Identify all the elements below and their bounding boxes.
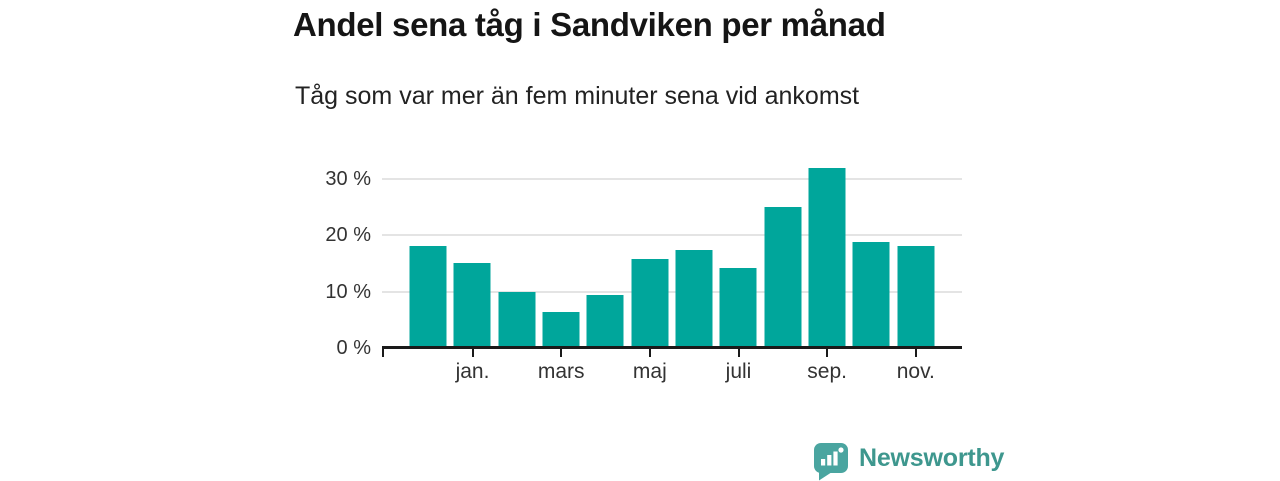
bar-aug. (764, 207, 802, 348)
bar-slot-juli (716, 156, 760, 348)
x-axis-label-jan.: jan. (455, 360, 490, 383)
bar-maj (631, 258, 669, 348)
x-tick-mars (560, 349, 563, 357)
bar-nov. (897, 246, 935, 348)
x-tick-jan. (471, 349, 474, 357)
bar-slot-maj (628, 156, 672, 348)
bar-slot-dec. (406, 156, 450, 348)
bar-slot-aug. (761, 156, 805, 348)
newsworthy-wordmark: Newsworthy (859, 443, 1005, 472)
x-tick-nov. (914, 349, 917, 357)
plot-area: 0 % 10 % 20 % 30 % jan. mars maj juli sep. nov. (325, 156, 962, 383)
gridline-20 (382, 234, 962, 237)
bar-juni (675, 250, 713, 348)
bar-slot-nov. (894, 156, 938, 348)
bar-slot-sep. (805, 156, 849, 348)
x-axis-label-juli: juli (725, 360, 752, 383)
bar-april (586, 294, 624, 348)
x-axis-outer-tick (382, 349, 384, 357)
bar-slot-mars (539, 156, 583, 348)
x-axis-label-sep.: sep. (807, 360, 848, 383)
chart-subtitle: Tåg som var mer än fem minuter sena vid … (295, 82, 860, 110)
bar-jan. (453, 263, 491, 348)
bar-series (406, 156, 938, 348)
y-axis-label-30: 30 % (325, 167, 371, 190)
y-axis-label-20: 20 % (325, 224, 371, 247)
newsworthy-branding: Newsworthy (811, 441, 1004, 481)
bar-slot-april (583, 156, 627, 348)
x-axis-label-maj: maj (632, 360, 667, 383)
bar-okt. (852, 242, 890, 348)
y-axis-label-0: 0 % (336, 337, 371, 359)
bar-slot-feb. (495, 156, 539, 348)
gridline-30 (382, 177, 962, 180)
x-tick-sep. (826, 349, 829, 357)
bar-slot-juni (672, 156, 716, 348)
bar-slot-okt. (849, 156, 893, 348)
bar-dec. (409, 245, 447, 348)
bar-mars (542, 312, 580, 348)
newsworthy-logo-icon (814, 443, 848, 481)
x-axis-line (382, 346, 962, 349)
x-axis-label-nov.: nov. (896, 360, 935, 383)
x-axis-label-mars: mars (537, 360, 585, 383)
bar-juli (719, 268, 757, 348)
bar-sep. (808, 168, 846, 348)
chart-title: Andel sena tåg i Sandviken per månad (293, 6, 886, 43)
gridline-10 (382, 290, 962, 293)
x-tick-juli (737, 349, 740, 357)
bar-slot-jan. (450, 156, 494, 348)
y-axis-label-10: 10 % (325, 280, 371, 303)
bar-feb. (498, 292, 536, 348)
x-tick-maj (648, 349, 651, 357)
